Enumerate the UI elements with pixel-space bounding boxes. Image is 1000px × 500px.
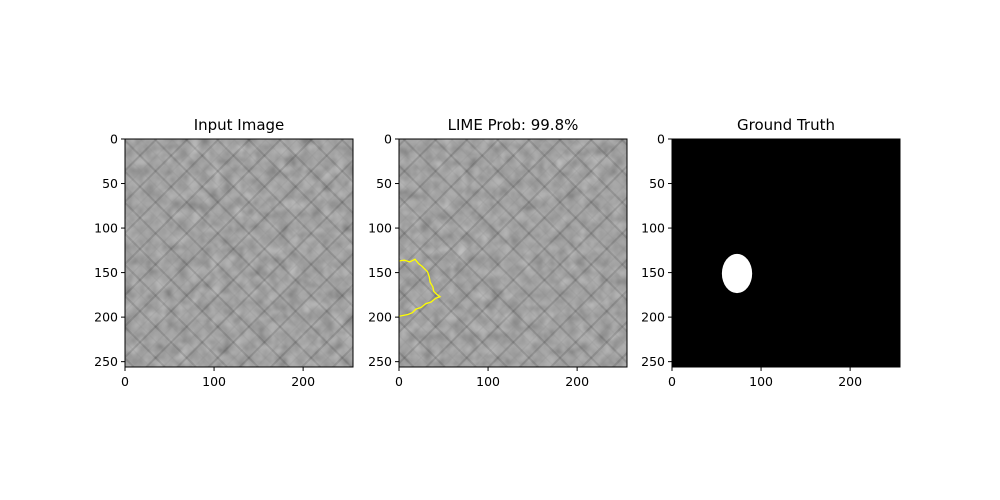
x-ticks: 0 100 200 <box>121 367 315 389</box>
y-tick-label: 250 <box>94 354 118 369</box>
panel-title: Ground Truth <box>737 116 835 134</box>
image-area <box>672 139 900 367</box>
y-tick-label: 250 <box>368 354 392 369</box>
panel-input-image: Input Image 0 100 200 0 50 100 150 200 250 <box>94 116 354 389</box>
ground-truth-mask <box>672 139 900 367</box>
panel-title: LIME Prob: 99.8% <box>448 116 579 134</box>
y-ticks: 0 50 100 150 200 250 <box>94 132 125 369</box>
y-tick-label: 100 <box>368 221 392 236</box>
y-tick-label: 100 <box>641 221 665 236</box>
x-ticks: 0 100 200 <box>395 367 589 389</box>
y-tick-label: 150 <box>94 265 118 280</box>
y-tick-label: 0 <box>384 132 392 147</box>
image-area <box>125 139 353 367</box>
x-tick-label: 100 <box>202 374 226 389</box>
x-tick-label: 200 <box>291 374 315 389</box>
y-tick-label: 200 <box>641 310 665 325</box>
x-ticks: 0 100 200 <box>668 367 862 389</box>
x-tick-label: 200 <box>838 374 862 389</box>
y-tick-label: 150 <box>641 265 665 280</box>
x-tick-label: 0 <box>121 374 129 389</box>
y-tick-label: 0 <box>657 132 665 147</box>
texture-overlay-2 <box>399 139 627 367</box>
y-ticks: 0 50 100 150 200 250 <box>641 132 672 369</box>
panel-lime: LIME Prob: 99.8% 0 100 200 0 50 100 150 200 250 <box>368 116 628 389</box>
image-area <box>398 139 627 367</box>
x-tick-label: 200 <box>565 374 589 389</box>
axes-frame <box>124 138 354 368</box>
y-tick-label: 0 <box>110 132 118 147</box>
x-tick-label: 0 <box>395 374 403 389</box>
y-tick-label: 100 <box>94 221 118 236</box>
x-tick-label: 100 <box>476 374 500 389</box>
y-tick-label: 50 <box>102 176 118 191</box>
lime-contour <box>398 258 442 317</box>
axes-frame <box>398 138 628 368</box>
panel-ground-truth: Ground Truth 0 100 200 0 50 100 150 200 250 <box>641 116 901 389</box>
y-tick-label: 250 <box>641 354 665 369</box>
x-tick-label: 0 <box>668 374 676 389</box>
y-ticks: 0 50 100 150 200 250 <box>368 132 399 369</box>
texture-overlay-2 <box>125 139 353 367</box>
y-tick-label: 150 <box>368 265 392 280</box>
y-tick-label: 50 <box>649 176 665 191</box>
y-tick-label: 200 <box>94 310 118 325</box>
ground-truth-ellipse <box>721 253 753 294</box>
panel-title: Input Image <box>194 116 285 134</box>
y-tick-label: 200 <box>368 310 392 325</box>
axes-frame <box>671 138 901 368</box>
y-tick-label: 50 <box>376 176 392 191</box>
x-tick-label: 100 <box>749 374 773 389</box>
